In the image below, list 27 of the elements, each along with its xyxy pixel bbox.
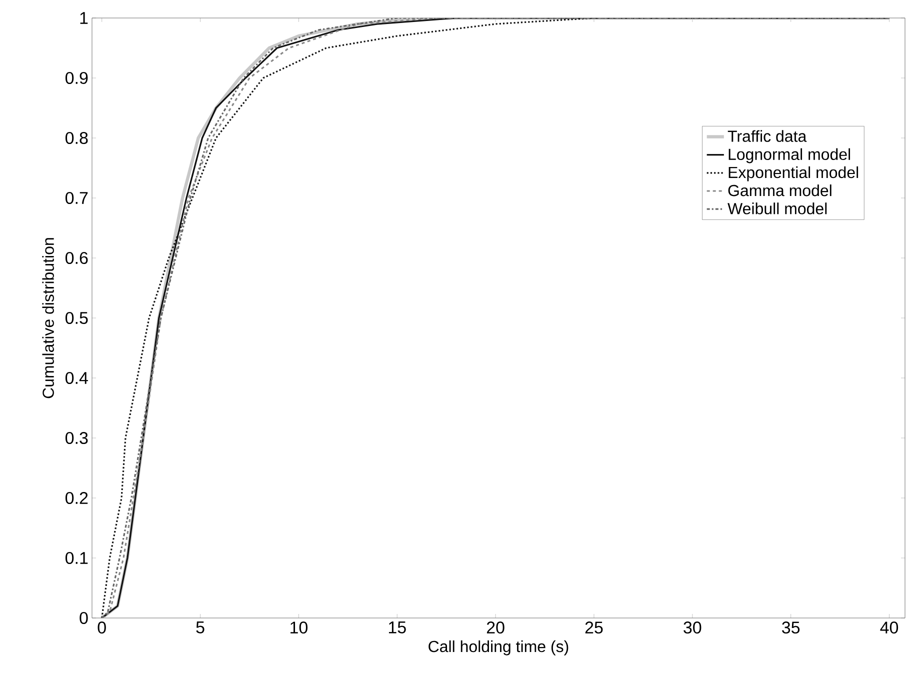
x-tick-label: 35	[782, 622, 800, 634]
y-tick-label: 0.7	[66, 192, 88, 204]
legend-label: Weibull model	[728, 202, 827, 214]
x-tick-label: 20	[486, 622, 504, 634]
x-tick-label: 40	[880, 622, 898, 634]
y-tick-label: 0.2	[66, 492, 88, 504]
y-tick-label: 0.5	[66, 312, 88, 324]
y-tick-label: 0.9	[66, 72, 88, 84]
x-tick-label: 0	[98, 622, 106, 634]
y-tick-label: 1	[80, 12, 88, 24]
x-tick-label: 5	[196, 622, 204, 634]
x-tick-label: 25	[585, 622, 603, 634]
legend-label: Traffic data	[728, 130, 807, 142]
x-axis-title: Call holding time (s)	[428, 640, 568, 656]
legend-label: Exponential model	[728, 166, 858, 182]
x-tick-label: 10	[290, 622, 308, 634]
y-tick-label: 0.4	[66, 372, 88, 384]
y-axis-title: Cumulative distribution	[42, 238, 54, 398]
y-tick-label: 0.8	[66, 132, 88, 144]
legend-label: Lognormal model	[728, 148, 850, 164]
legend-label: Gamma model	[728, 184, 832, 196]
y-tick-label: 0.3	[66, 432, 88, 444]
x-tick-label: 30	[684, 622, 702, 634]
y-tick-label: 0.1	[66, 552, 88, 564]
y-tick-label: 0.6	[66, 252, 88, 264]
y-tick-label: 0	[80, 612, 88, 624]
x-tick-label: 15	[388, 622, 406, 634]
